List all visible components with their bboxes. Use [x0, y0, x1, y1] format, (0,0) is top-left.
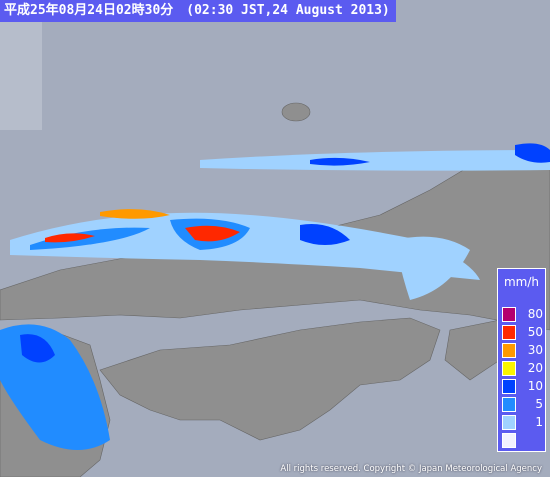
legend-label: 20 — [527, 361, 543, 375]
legend-label: 80 — [527, 307, 543, 321]
legend-title: mm/h — [503, 275, 540, 289]
legend-swatch — [502, 433, 516, 448]
legend-label: 10 — [527, 379, 543, 393]
rain-echoes — [0, 143, 550, 450]
legend-swatch — [502, 415, 516, 430]
map-title: 平成25年08月24日02時30分 (02:30 JST,24 August 2… — [0, 0, 396, 22]
legend-swatch — [502, 325, 516, 340]
legend-swatch — [502, 343, 516, 358]
legend-label: 1 — [535, 415, 543, 429]
legend-label: 30 — [527, 343, 543, 357]
legend-swatch — [502, 307, 516, 322]
legend-item: 80 — [502, 307, 544, 325]
legend-item — [502, 433, 544, 451]
legend: mm/h 80 50 30 20 10 5 1 — [497, 268, 546, 452]
no-data-area — [0, 22, 42, 130]
legend-item: 20 — [502, 361, 544, 379]
legend-item: 50 — [502, 325, 544, 343]
legend-swatch — [502, 379, 516, 394]
legend-label: 5 — [535, 397, 543, 411]
legend-label: 50 — [527, 325, 543, 339]
legend-item: 5 — [502, 397, 544, 415]
legend-swatch — [502, 361, 516, 376]
legend-item: 1 — [502, 415, 544, 433]
legend-item: 30 — [502, 343, 544, 361]
copyright: All rights reserved. Copyright © Japan M… — [280, 464, 542, 474]
legend-item: 10 — [502, 379, 544, 397]
legend-swatch — [502, 397, 516, 412]
